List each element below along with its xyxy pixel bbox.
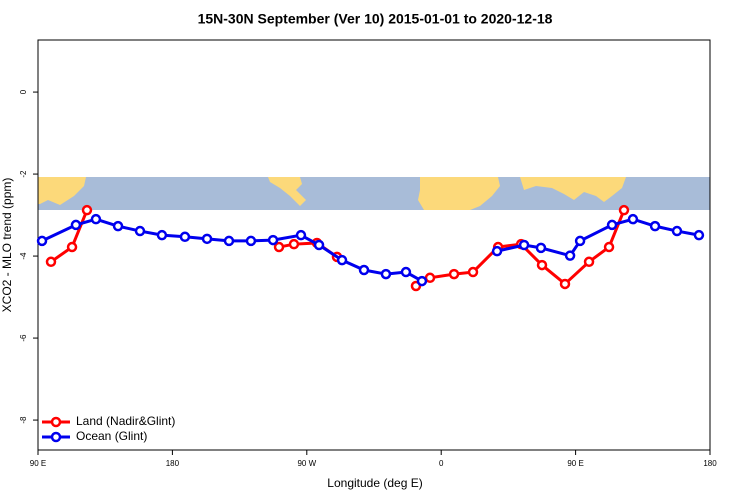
point [45,256,57,268]
point [81,204,93,216]
point [574,235,586,247]
point [671,225,683,237]
point [295,229,307,241]
point [467,266,479,278]
plot-frame [37,39,711,451]
point [36,235,48,247]
point [267,234,279,246]
legend-label: Ocean (Glint) [76,429,147,443]
point [223,235,235,247]
map-strip [38,177,710,210]
point [564,250,576,261]
point [380,268,392,280]
x-tick-label: 180 [166,459,180,468]
point [693,229,705,241]
x-axis-label: Longitude (deg E) [327,476,422,490]
point [603,241,615,253]
y-tick-label: -2 [19,170,28,178]
y-tick-label: -8 [19,416,28,424]
point [313,239,325,251]
point [448,268,460,280]
x-tick-label: 90 W [297,459,316,468]
point [491,245,503,257]
point [245,235,257,247]
point [70,219,82,231]
point [66,241,78,253]
point [90,213,102,225]
y-tick-label: 0 [19,89,28,94]
point [536,259,548,271]
point [559,278,571,290]
point [583,256,595,268]
point [606,219,618,231]
y-axis-label: XCO2 - MLO trend (ppm) [0,178,14,313]
legend-marker [50,431,62,443]
y-tick-label: -4 [19,252,28,260]
point [627,213,639,225]
point [156,229,168,241]
point [201,233,213,245]
x-tick-label: 180 [703,459,717,468]
point [179,231,191,243]
point [649,220,661,232]
y-tick-label: -6 [19,334,28,342]
point [400,266,412,278]
point [535,242,547,254]
chart-title: 15N-30N September (Ver 10) 2015-01-01 to… [198,11,553,27]
legend-marker [50,416,62,428]
x-tick-label: 90 E [30,459,46,468]
point [336,254,348,266]
point [518,239,530,251]
point [416,275,428,287]
point [358,264,370,276]
point [112,220,124,232]
point [134,225,146,237]
point [618,204,630,216]
x-tick-label: 0 [439,459,444,468]
point [424,272,436,284]
point [288,238,300,250]
legend-label: Land (Nadir&Glint) [76,414,175,428]
point [273,241,285,253]
x-tick-label: 90 E [567,459,583,468]
